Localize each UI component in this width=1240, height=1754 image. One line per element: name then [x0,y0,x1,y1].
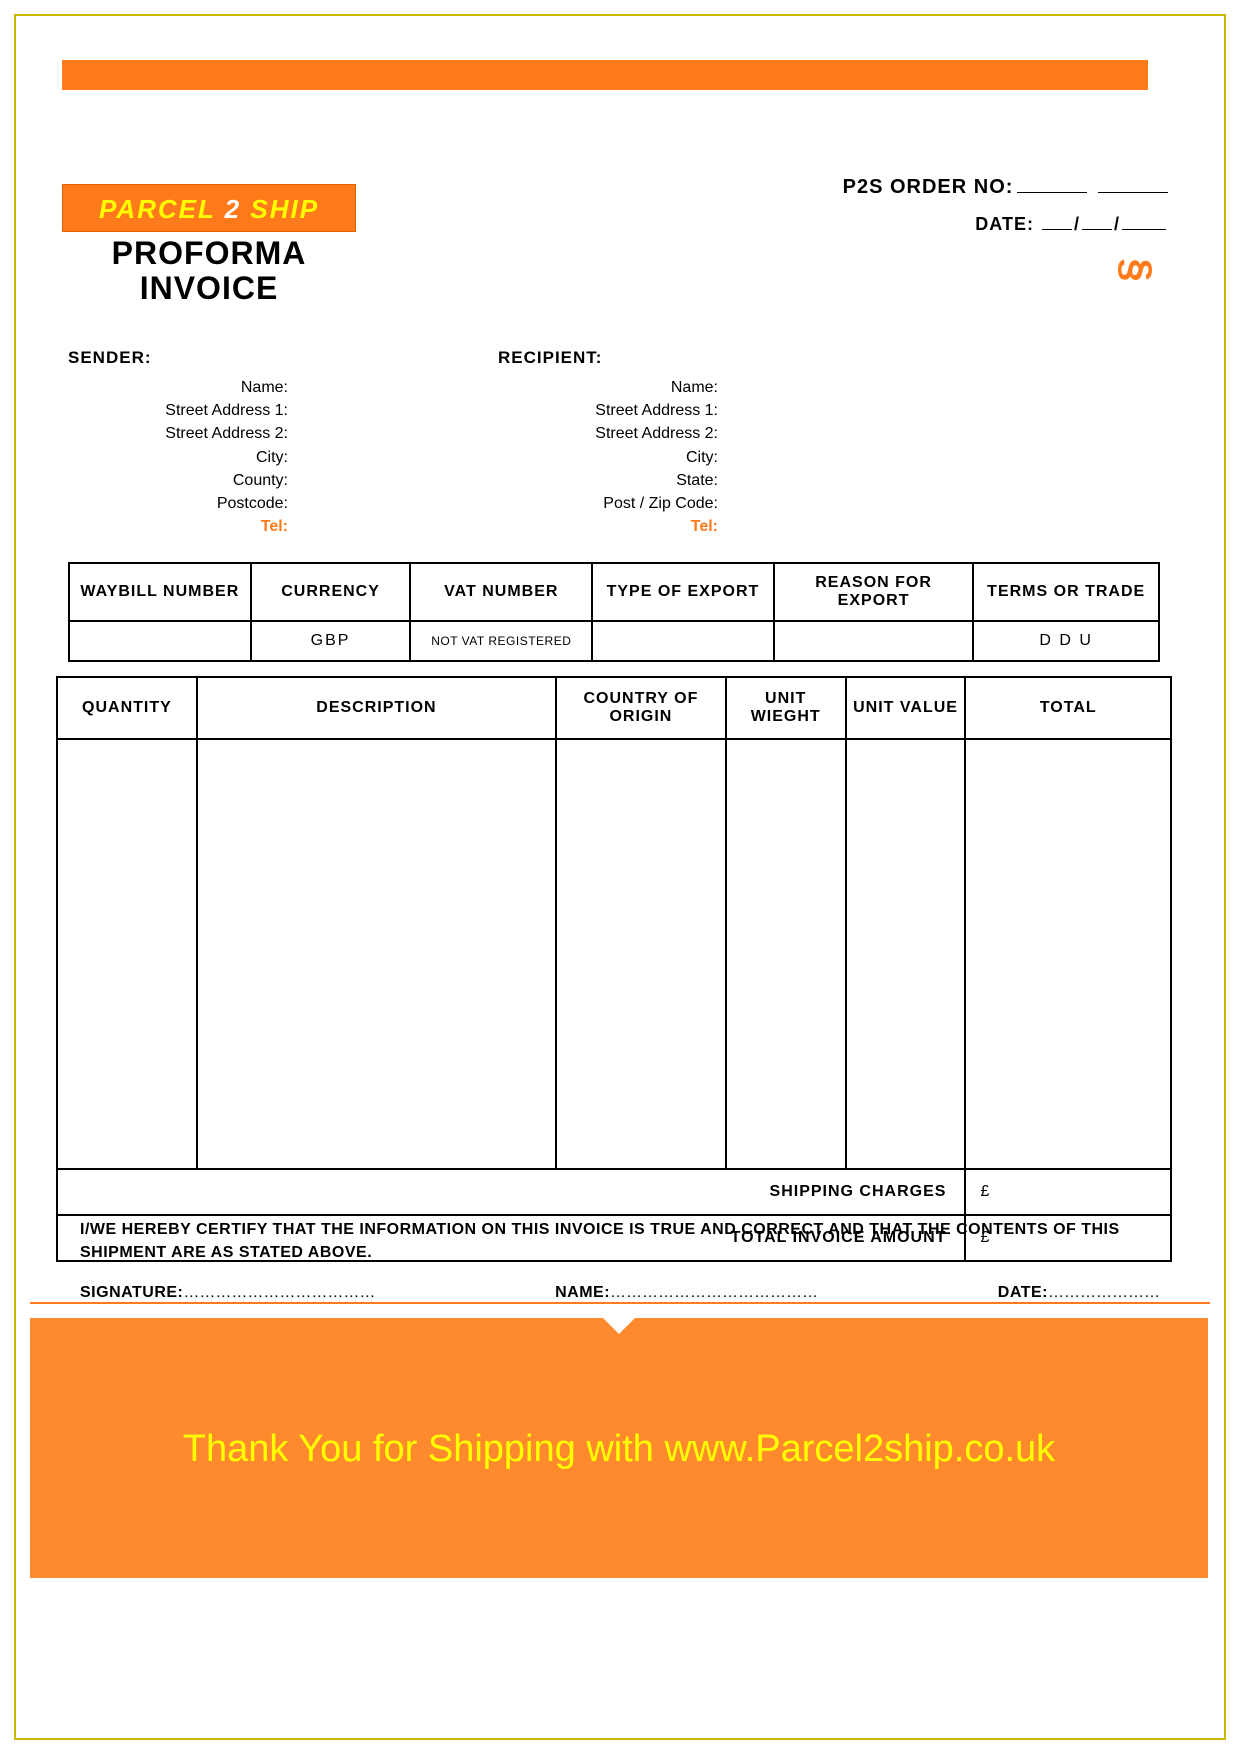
logo-word-3: SHIP [250,194,319,224]
sender-name-label: Name: [68,376,288,399]
sender-column: SENDER: Name: Street Address 1: Street A… [68,348,448,538]
cell-description[interactable] [197,739,556,1169]
col-currency: CURRENCY [251,563,411,621]
cell-unit-weight[interactable] [726,739,846,1169]
col-origin: COUNTRY OF ORIGIN [556,677,726,739]
recipient-addr2-label: Street Address 2: [448,422,718,445]
date-blank-2[interactable] [1082,229,1112,230]
logo-word-1: PARCEL [99,194,216,224]
sender-tel-label: Tel: [68,515,288,538]
document-title: PROFORMA INVOICE [62,236,356,306]
shipping-charges-label: SHIPPING CHARGES [57,1169,965,1215]
title-line-2: INVOICE [62,271,356,306]
order-number-blank-1[interactable] [1017,192,1087,193]
order-number-label: P2S ORDER NO: [843,176,1014,198]
flourish-icon: § [1112,258,1160,281]
cell-currency: GBP [251,621,411,661]
shipment-meta-table: WAYBILL NUMBER CURRENCY VAT NUMBER TYPE … [68,562,1160,662]
recipient-zip-label: Post / Zip Code: [448,492,718,515]
signature-line: SIGNATURE:……………………………… NAME:………………………………… [80,1284,1160,1302]
signature-field[interactable]: SIGNATURE:……………………………… [80,1284,375,1302]
col-export-type: TYPE OF EXPORT [592,563,774,621]
logo-word-2: 2 [225,194,241,224]
date-blank-1[interactable] [1042,229,1072,230]
cell-terms: D D U [973,621,1159,661]
shipping-charges-row: SHIPPING CHARGES £ [57,1169,1171,1215]
footer-text: Thank You for Shipping with www.Parcel2s… [30,1428,1208,1471]
certification-text: I/WE HEREBY CERTIFY THAT THE INFORMATION… [80,1218,1160,1264]
cell-quantity[interactable] [57,739,197,1169]
col-unit-weight: UNIT WIEGHT [726,677,846,739]
cell-export-type[interactable] [592,621,774,661]
col-quantity: QUANTITY [57,677,197,739]
title-line-1: PROFORMA [62,236,356,271]
line-items-table: QUANTITY DESCRIPTION COUNTRY OF ORIGIN U… [56,676,1172,1262]
sender-addr1-label: Street Address 1: [68,399,288,422]
col-unit-value: UNIT VALUE [846,677,966,739]
order-number-field: P2S ORDER NO: [843,176,1168,199]
col-description: DESCRIPTION [197,677,556,739]
col-total: TOTAL [965,677,1171,739]
col-terms: TERMS OR TRADE [973,563,1159,621]
order-number-blank-2[interactable] [1098,192,1168,193]
sender-heading: SENDER: [68,348,448,368]
recipient-addr1-label: Street Address 1: [448,399,718,422]
top-accent-bar [62,60,1148,90]
date-label: DATE: [975,214,1034,234]
table-row: WAYBILL NUMBER CURRENCY VAT NUMBER TYPE … [69,563,1159,621]
recipient-city-label: City: [448,446,718,469]
cell-unit-value[interactable] [846,739,966,1169]
cell-total[interactable] [965,739,1171,1169]
table-row: QUANTITY DESCRIPTION COUNTRY OF ORIGIN U… [57,677,1171,739]
sender-county-label: County: [68,469,288,492]
footer-banner: Thank You for Shipping with www.Parcel2s… [30,1318,1208,1578]
recipient-column: RECIPIENT: Name: Street Address 1: Stree… [448,348,828,538]
sender-postcode-label: Postcode: [68,492,288,515]
cell-origin[interactable] [556,739,726,1169]
table-row [57,739,1171,1169]
recipient-state-label: State: [448,469,718,492]
recipient-tel-label: Tel: [448,515,718,538]
date-signed-field[interactable]: DATE:………………… [998,1284,1160,1302]
col-waybill: WAYBILL NUMBER [69,563,251,621]
cell-export-reason[interactable] [774,621,974,661]
col-export-reason: REASON FOR EXPORT [774,563,974,621]
cell-vat: NOT VAT REGISTERED [410,621,592,661]
shipping-charges-value[interactable]: £ [965,1169,1171,1215]
table-row: GBP NOT VAT REGISTERED D D U [69,621,1159,661]
divider [30,1302,1210,1304]
date-blank-3[interactable] [1122,229,1166,230]
date-field: DATE: // [975,214,1168,235]
brand-logo: PARCEL 2 SHIP [62,184,356,232]
col-vat: VAT NUMBER [410,563,592,621]
recipient-name-label: Name: [448,376,718,399]
name-field[interactable]: NAME:………………………………… [555,1284,818,1302]
recipient-heading: RECIPIENT: [498,348,828,368]
parties-section: SENDER: Name: Street Address 1: Street A… [68,348,828,538]
cell-waybill[interactable] [69,621,251,661]
sender-city-label: City: [68,446,288,469]
sender-addr2-label: Street Address 2: [68,422,288,445]
